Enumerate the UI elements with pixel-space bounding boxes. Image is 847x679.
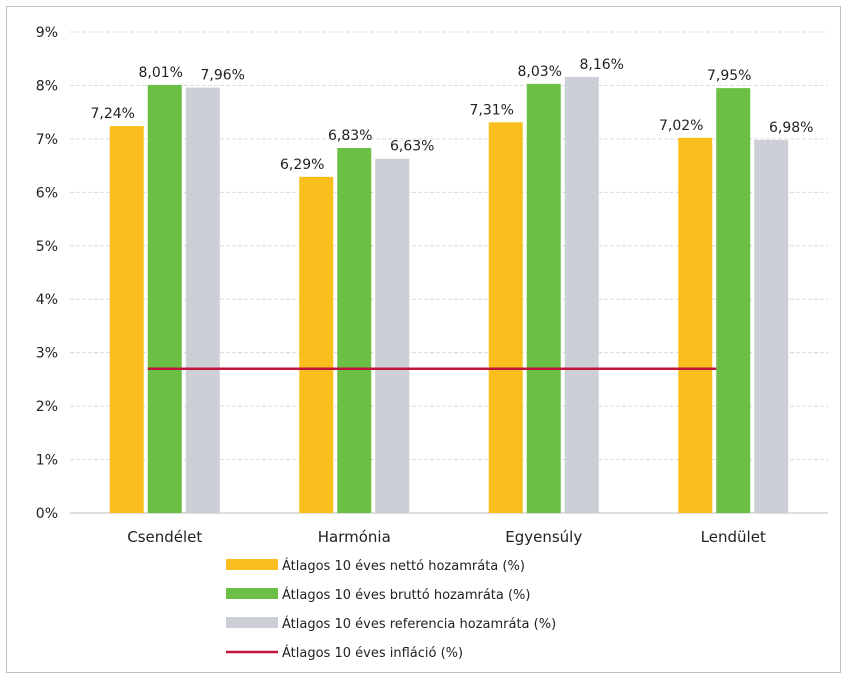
bar-net <box>109 126 144 513</box>
y-axis: 0% 1% 2% 3% 4% 5% 6% 7% 8% 9% <box>36 25 58 522</box>
bars <box>109 76 789 514</box>
bar-gross <box>716 88 751 513</box>
y-tick-label: 6% <box>36 185 58 201</box>
y-tick-label: 8% <box>36 78 58 94</box>
y-tick-label: 3% <box>36 346 58 362</box>
data-labels: 7,24% 8,01% 7,96% 6,29%6,83% 6,63% 7,31% 8,03%… <box>91 57 814 173</box>
legend-swatch <box>226 588 278 599</box>
legend-label: Átlagos 10 éves referencia hozamráta (%) <box>282 616 556 632</box>
y-tick-label: 9% <box>36 25 58 41</box>
data-label: 7,31% <box>470 102 514 118</box>
gridlines <box>70 31 828 514</box>
data-label: 7,02% <box>659 118 703 134</box>
data-label: 6,98% <box>769 120 813 136</box>
bar-net <box>299 176 334 513</box>
data-label: 6,29% <box>280 157 324 173</box>
bar-gross <box>147 84 182 513</box>
data-label: 8,03% <box>518 64 562 80</box>
legend-label: Átlagos 10 éves bruttó hozamráta (%) <box>282 587 531 603</box>
data-label: 8,16% <box>580 57 624 73</box>
bar-gross <box>337 147 372 514</box>
data-label: 8,01% <box>139 65 183 81</box>
data-label: 7,95% <box>707 68 751 84</box>
x-axis: Csendélet Harmónia Egyensúly Lendület <box>127 528 766 546</box>
bar-reference <box>754 139 789 514</box>
legend-swatch <box>226 617 278 628</box>
bar-gross <box>526 83 561 513</box>
bar-reference <box>564 76 599 513</box>
y-tick-label: 5% <box>36 239 58 255</box>
legend-label: Átlagos 10 éves infláció (%) <box>282 645 463 661</box>
category-label: Harmónia <box>318 528 391 546</box>
bar-net <box>678 137 713 513</box>
data-label: 6,63% <box>390 139 434 155</box>
legend-swatch <box>226 559 278 570</box>
legend-label: Átlagos 10 éves nettó hozamráta (%) <box>282 558 525 574</box>
y-tick-label: 7% <box>36 132 58 148</box>
y-tick-label: 4% <box>36 292 58 308</box>
y-tick-label: 2% <box>36 399 58 415</box>
y-tick-label: 0% <box>36 506 58 522</box>
data-label: 6,83% <box>328 128 372 144</box>
category-label: Egyensúly <box>505 528 582 546</box>
bar-reference <box>375 158 410 513</box>
data-label: 7,96% <box>201 68 245 84</box>
bar-net <box>488 122 523 514</box>
bar-reference <box>185 87 220 514</box>
y-tick-label: 1% <box>36 453 58 469</box>
category-label: Csendélet <box>127 528 202 546</box>
category-label: Lendület <box>701 528 766 546</box>
data-label: 7,24% <box>91 106 135 122</box>
legend: Átlagos 10 éves nettó hozamráta (%) Átlag… <box>226 558 556 661</box>
